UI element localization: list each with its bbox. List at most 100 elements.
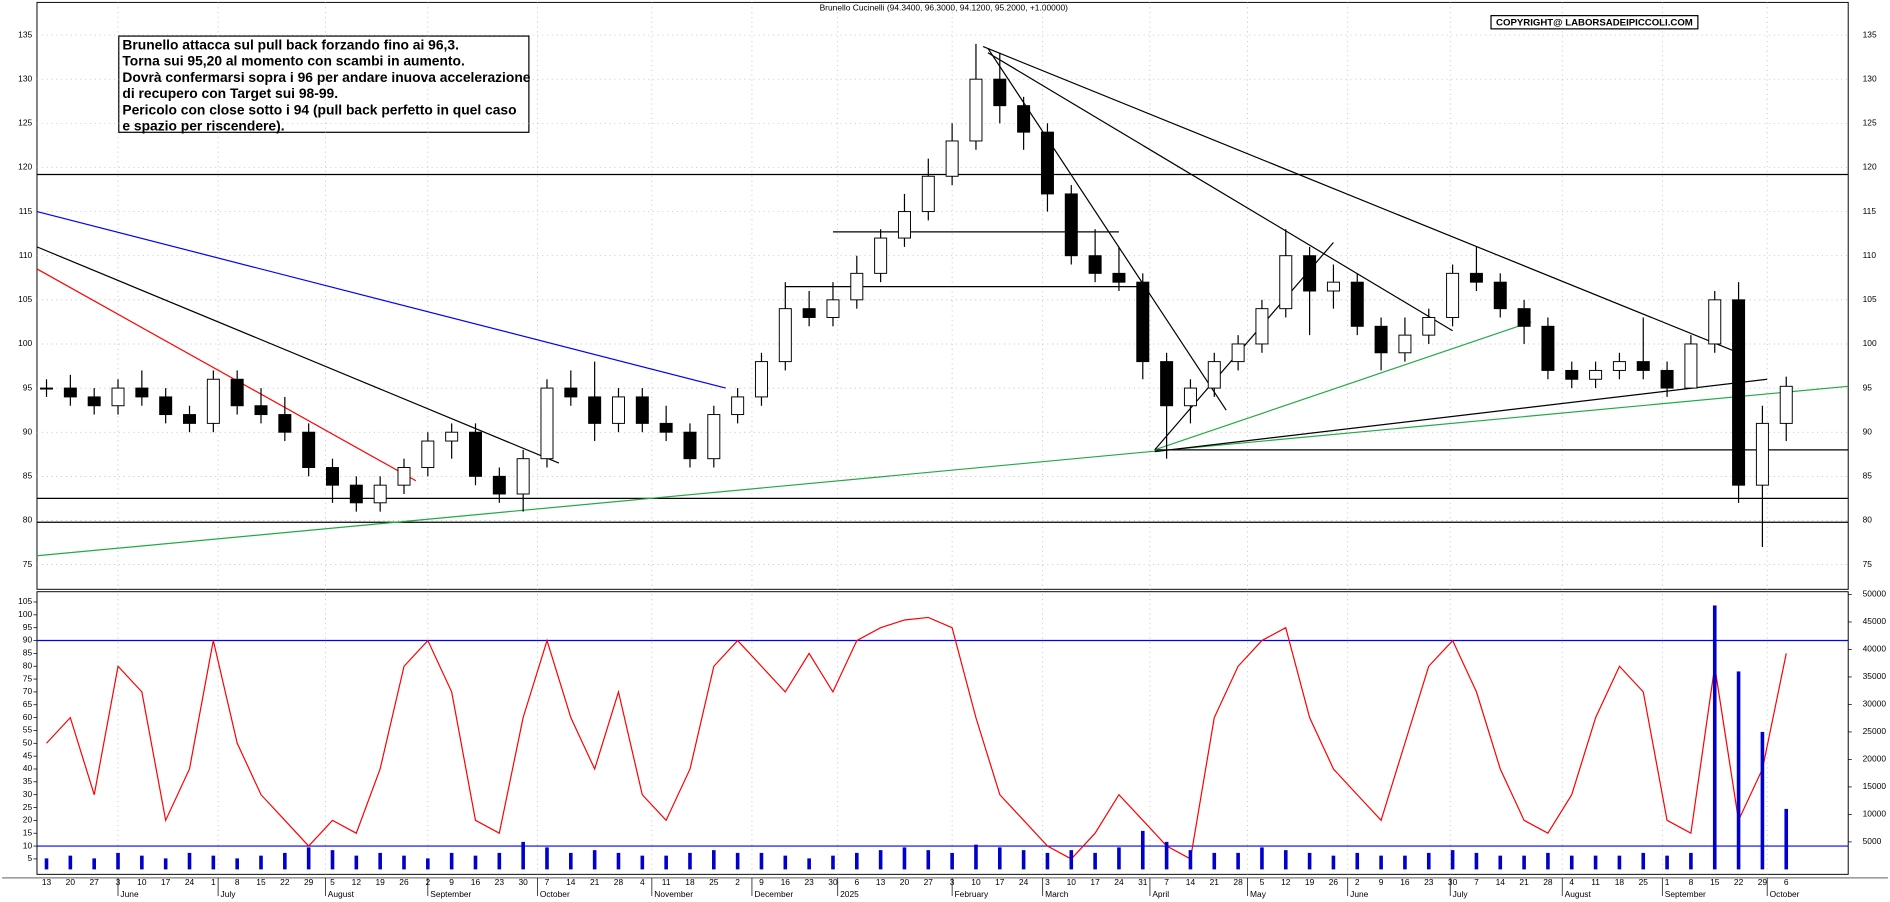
x-day-label: 17	[161, 877, 171, 887]
x-day-label: 9	[449, 877, 454, 887]
y-tick-label: 40	[23, 763, 33, 773]
x-tick-label: December	[754, 889, 793, 899]
y-tick-label: 135	[18, 29, 32, 39]
x-tick-label: 2025	[840, 889, 859, 899]
volume-bar	[735, 852, 740, 870]
candle-body	[1565, 369, 1579, 380]
candle-body	[1374, 325, 1388, 354]
x-day-label: 26	[1329, 877, 1339, 887]
y-tick-label: 5	[27, 853, 32, 863]
volume-bar	[712, 850, 716, 870]
volume-bar	[1283, 850, 1288, 870]
volume-bar	[211, 855, 216, 870]
x-tick-label: August	[328, 889, 355, 899]
candle-body	[40, 387, 54, 390]
x-tick-label: October	[1770, 889, 1800, 899]
x-day-label: 11	[662, 877, 671, 887]
x-tick-label: March	[1045, 889, 1069, 899]
x-day-label: 4	[640, 877, 645, 887]
candle-body	[1112, 272, 1126, 283]
candle-body	[1446, 272, 1460, 318]
x-day-label: 18	[685, 877, 695, 887]
volume-bar	[1164, 841, 1169, 870]
y-tick-label: 15	[23, 827, 33, 837]
y-tick-label: 75	[23, 559, 33, 569]
volume-bar	[116, 852, 120, 870]
trend-line	[1154, 321, 1532, 451]
x-tick-label: October	[540, 889, 570, 899]
candle-body	[1493, 281, 1507, 310]
x-day-label: 3	[950, 877, 955, 887]
y-tick-label-right: 105	[1863, 294, 1877, 304]
volume-bar	[902, 847, 907, 870]
copyright: COPYRIGHT@ LABORSADEIPICCOLI.COM	[1496, 17, 1693, 28]
y-tick-label: 105	[18, 596, 32, 606]
candle-body	[373, 484, 387, 504]
y-tick-label: 100	[18, 609, 32, 619]
note-box	[118, 35, 530, 133]
x-day-label: 22	[280, 877, 290, 887]
candle-body	[63, 387, 77, 398]
x-day-label: 17	[1090, 877, 1100, 887]
candle-body	[492, 475, 506, 495]
candle-body	[1422, 316, 1436, 336]
volume-bar	[1212, 852, 1217, 870]
volume-bar	[783, 855, 788, 870]
volume-bar	[1117, 847, 1121, 870]
y-tick-label: 80	[23, 660, 33, 670]
volume-bar	[974, 844, 978, 870]
x-day-label: 30	[1448, 877, 1458, 887]
y-tick-label: 90	[23, 426, 33, 436]
x-tick-label: September	[430, 889, 471, 899]
y-tick-label: 85	[23, 648, 33, 658]
y-tick-label-right: 95	[1863, 382, 1873, 392]
candle-body	[731, 396, 745, 416]
y-tick-label: 80	[23, 515, 33, 525]
x-tick-label: July	[221, 889, 237, 899]
y2-tick-label: 40000	[1863, 644, 1887, 654]
volume-bar	[569, 852, 573, 870]
volume-bar	[354, 855, 359, 870]
y-tick-label: 70	[23, 686, 33, 696]
volume-bar	[1379, 855, 1383, 870]
x-day-label: 16	[471, 877, 481, 887]
y2-tick-label: 50000	[1863, 589, 1887, 599]
x-day-label: 5	[1260, 877, 1265, 887]
volume-bar	[616, 852, 621, 870]
y2-tick-label: 45000	[1863, 616, 1887, 626]
candle-body	[802, 308, 816, 318]
candle-body	[1660, 369, 1674, 389]
volume-bar	[449, 852, 454, 870]
x-day-label: 23	[1424, 877, 1434, 887]
x-day-label: 6	[854, 877, 859, 887]
candle-body	[1589, 369, 1603, 380]
volume-bar	[950, 852, 954, 870]
x-day-label: 25	[709, 877, 719, 887]
volume-bar	[664, 855, 668, 870]
x-day-label: 2	[425, 877, 430, 887]
note-line: Dovrà confermarsi sopra i 96 per andare …	[122, 69, 530, 85]
x-day-label: 7	[545, 877, 550, 887]
y-tick-label: 115	[19, 206, 33, 216]
volume-bar	[926, 850, 931, 870]
candle-body	[87, 396, 101, 407]
candle-body	[778, 308, 792, 363]
x-day-label: 27	[90, 877, 100, 887]
candle-body	[1612, 361, 1626, 371]
volume-bar	[1403, 855, 1407, 870]
volume-bar	[521, 841, 525, 870]
panel-frame	[36, 1, 1849, 590]
y2-tick-label: 15000	[1863, 781, 1887, 791]
y-tick-label: 75	[23, 673, 33, 683]
candle-body	[1517, 308, 1531, 327]
volume-bar	[402, 855, 406, 870]
y-tick-label-right: 110	[1863, 250, 1877, 260]
volume-bar	[1236, 852, 1240, 870]
x-day-label: 16	[781, 877, 791, 887]
y-tick-label: 95	[23, 382, 33, 392]
x-day-label: 13	[876, 877, 886, 887]
x-day-label: 20	[900, 877, 910, 887]
volume-bar	[1093, 852, 1097, 870]
candle-body	[1017, 105, 1031, 133]
note-line: Pericolo con close sotto i 94 (pull back…	[122, 101, 516, 117]
